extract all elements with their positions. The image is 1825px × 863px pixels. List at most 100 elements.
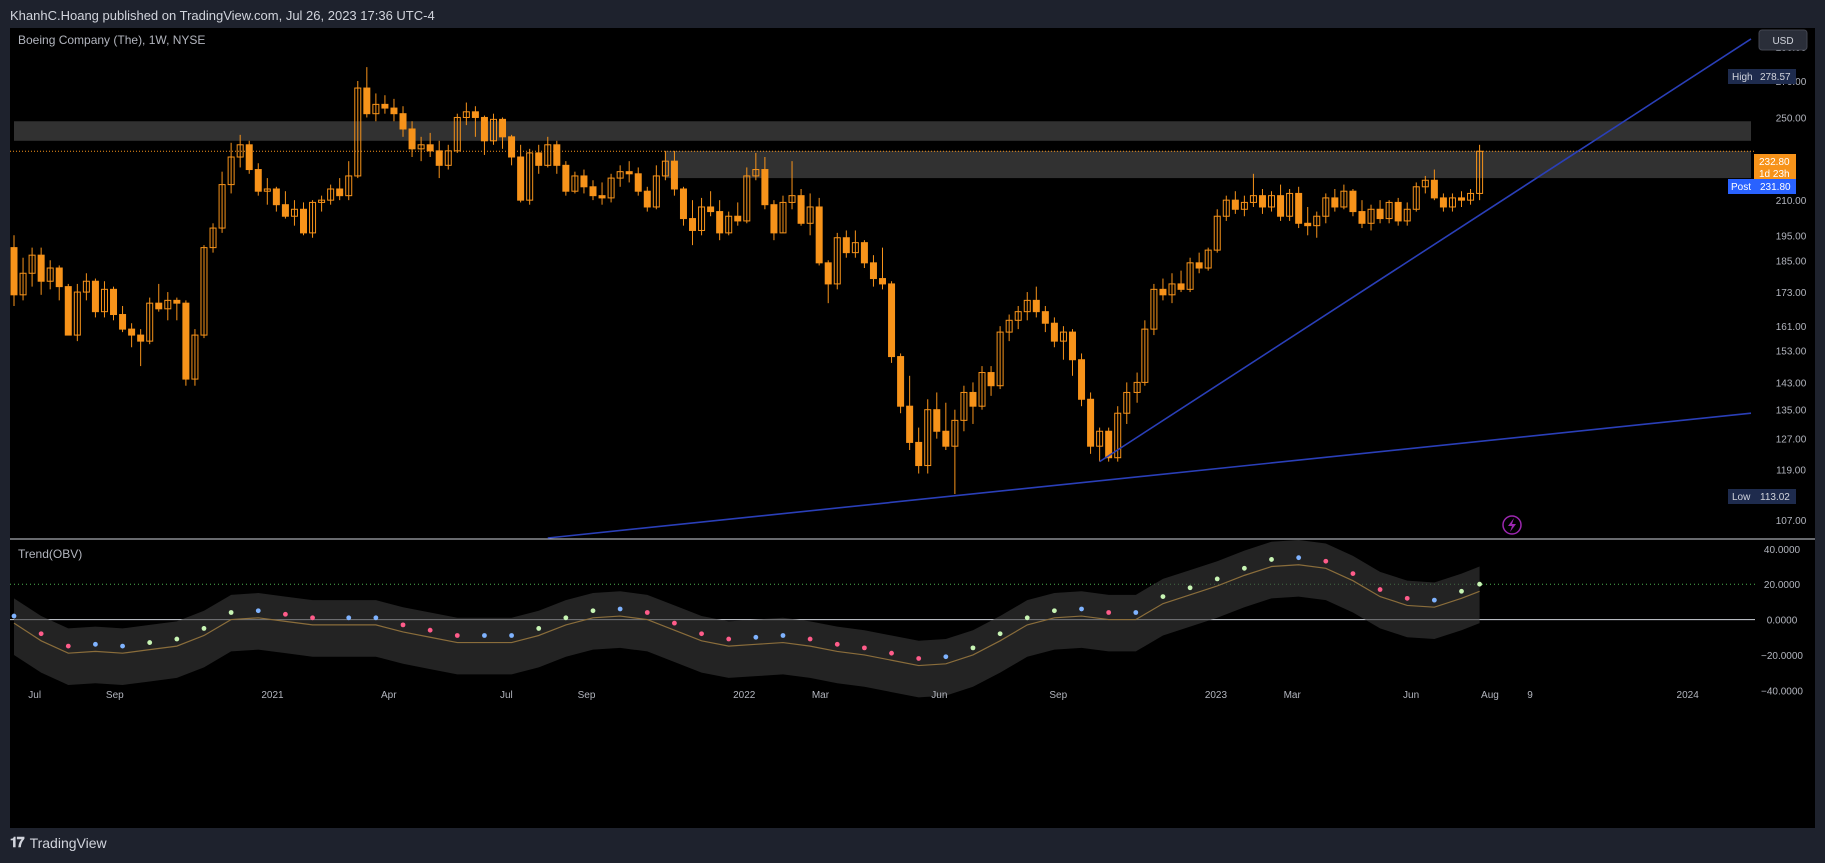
candle-body	[227, 156, 235, 186]
candle-body	[1213, 215, 1221, 251]
obv-point	[1477, 581, 1482, 587]
candle-body	[1430, 179, 1438, 199]
candle-body	[164, 299, 172, 310]
candle-body	[28, 254, 36, 274]
candle-body	[1458, 197, 1465, 201]
obv-point	[1241, 565, 1247, 571]
candle	[46, 260, 54, 290]
obv-signal-line	[13, 564, 1480, 667]
candle	[254, 163, 262, 196]
candle	[426, 132, 434, 158]
obv-point	[672, 620, 677, 626]
candle-body	[643, 190, 651, 208]
candle	[137, 329, 145, 367]
chart-frame[interactable]: 290.00270.00250.00210.00195.00185.00173.…	[10, 28, 1815, 828]
low-marker: Low 113.02	[1728, 489, 1796, 504]
time-tick-label: Jun	[931, 690, 947, 701]
candle	[200, 245, 208, 339]
candle-body	[1439, 197, 1447, 208]
obv-tick-label: −20.0000	[1761, 651, 1803, 662]
candle	[987, 366, 995, 396]
candle-body	[1023, 299, 1031, 313]
candle	[1349, 188, 1357, 217]
candle-body	[254, 169, 262, 192]
candle	[1050, 317, 1058, 348]
candle-body	[544, 144, 552, 166]
candle	[1476, 144, 1484, 201]
candle	[1032, 286, 1040, 318]
candle-body	[290, 208, 298, 217]
candle-body	[661, 160, 669, 177]
obv-point	[563, 615, 569, 621]
low-label: Low	[1732, 492, 1751, 503]
candle	[851, 230, 859, 258]
candle-body	[1367, 208, 1375, 224]
high-marker: High 278.57	[1728, 69, 1796, 84]
price-tick-label: 161.00	[1776, 322, 1807, 333]
candle-body	[752, 169, 760, 177]
candle-body	[146, 302, 154, 342]
price-tick-label: 119.00	[1776, 466, 1806, 477]
currency-button[interactable]: USD	[1758, 29, 1808, 51]
candle	[869, 255, 877, 287]
candle	[1177, 270, 1185, 293]
obv-point	[346, 615, 352, 621]
candle-body	[1385, 201, 1393, 220]
candle	[1005, 314, 1013, 342]
candle-body	[707, 206, 715, 213]
obv-point	[38, 631, 44, 637]
candle	[309, 200, 317, 238]
candle	[1385, 200, 1393, 224]
candle-body	[1340, 190, 1348, 208]
candle-body	[119, 314, 127, 330]
trendline-0	[547, 412, 1752, 539]
price-tick-label: 135.00	[1776, 406, 1807, 417]
candle-body	[1068, 331, 1076, 361]
candle-body	[499, 118, 507, 138]
candle	[933, 392, 941, 439]
candle-body	[354, 87, 362, 177]
chart-canvas[interactable]: 290.00270.00250.00210.00195.00185.00173.…	[10, 28, 1815, 828]
candle-body	[553, 144, 561, 166]
trendlines-layer	[547, 38, 1752, 539]
obv-point	[310, 615, 315, 621]
lightning-icon[interactable]	[1502, 515, 1522, 535]
candle-body	[1277, 195, 1285, 217]
candle-body	[761, 169, 769, 206]
candle	[553, 140, 561, 174]
candle-body	[200, 247, 208, 336]
candle-body	[155, 302, 163, 310]
post-label: Post	[1731, 182, 1751, 193]
candle	[1358, 200, 1366, 229]
candle-body	[1005, 319, 1013, 333]
candle-body	[281, 204, 289, 217]
candle	[91, 278, 99, 318]
candle	[191, 329, 199, 386]
candle-body	[1014, 311, 1022, 321]
candle	[218, 171, 226, 233]
candle	[128, 323, 136, 348]
price-tick-label: 210.00	[1776, 196, 1807, 207]
candle	[209, 223, 217, 253]
tradingview-logo[interactable]: 𝟏𝟕 TradingView	[10, 834, 107, 851]
time-tick-label: Jul	[500, 690, 513, 701]
candle-body	[1096, 430, 1104, 447]
candle	[1376, 200, 1384, 224]
candle-body	[1448, 197, 1456, 208]
candle	[1023, 292, 1031, 321]
obv-point	[1079, 606, 1084, 612]
candle	[28, 247, 36, 287]
candle	[1367, 204, 1375, 231]
candle	[1231, 191, 1239, 214]
candle-body	[1032, 299, 1040, 313]
candle-body	[598, 195, 606, 199]
last-price-value: 232.80	[1759, 157, 1790, 168]
candle	[580, 169, 588, 194]
obv-point	[943, 654, 949, 660]
candle	[381, 95, 389, 114]
obv-point	[509, 633, 514, 638]
candle-body	[589, 186, 597, 197]
candle-body	[670, 160, 678, 190]
candle	[1213, 209, 1221, 253]
obv-point	[536, 626, 542, 631]
